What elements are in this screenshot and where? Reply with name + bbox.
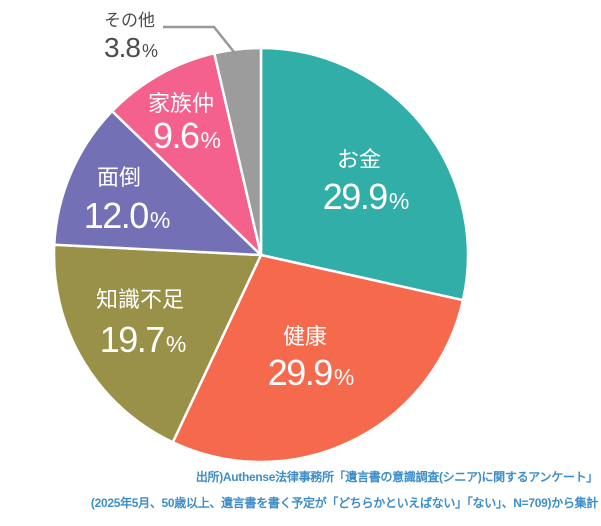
other-leader-line xyxy=(163,25,239,58)
percent-value: 3.8 xyxy=(104,32,141,63)
pie-slice-money xyxy=(259,46,470,302)
source-line-2: (2025年5月、50歳以上、遺言書を書く予定が「どちらかといえばない」「ない」… xyxy=(90,496,598,510)
percent-sign: % xyxy=(141,41,158,61)
pie-slice-knowledge xyxy=(52,243,263,444)
slice-percent-other: 3.8% xyxy=(104,32,158,67)
pie-slice-family xyxy=(110,52,263,257)
source-note: 出所)Authense法律事務所「遺言書の意識調査(シニア)に関するアンケート」… xyxy=(91,464,598,516)
pie-slice-hassle xyxy=(53,109,263,257)
label-other: その他 3.8% xyxy=(104,10,158,67)
source-line-1: 出所)Authense法律事務所「遺言書の意識調査(シニア)に関するアンケート」 xyxy=(195,470,598,484)
slice-name-other: その他 xyxy=(104,11,155,30)
pie-slice-other xyxy=(213,46,263,257)
pie-slice-health xyxy=(171,253,465,464)
